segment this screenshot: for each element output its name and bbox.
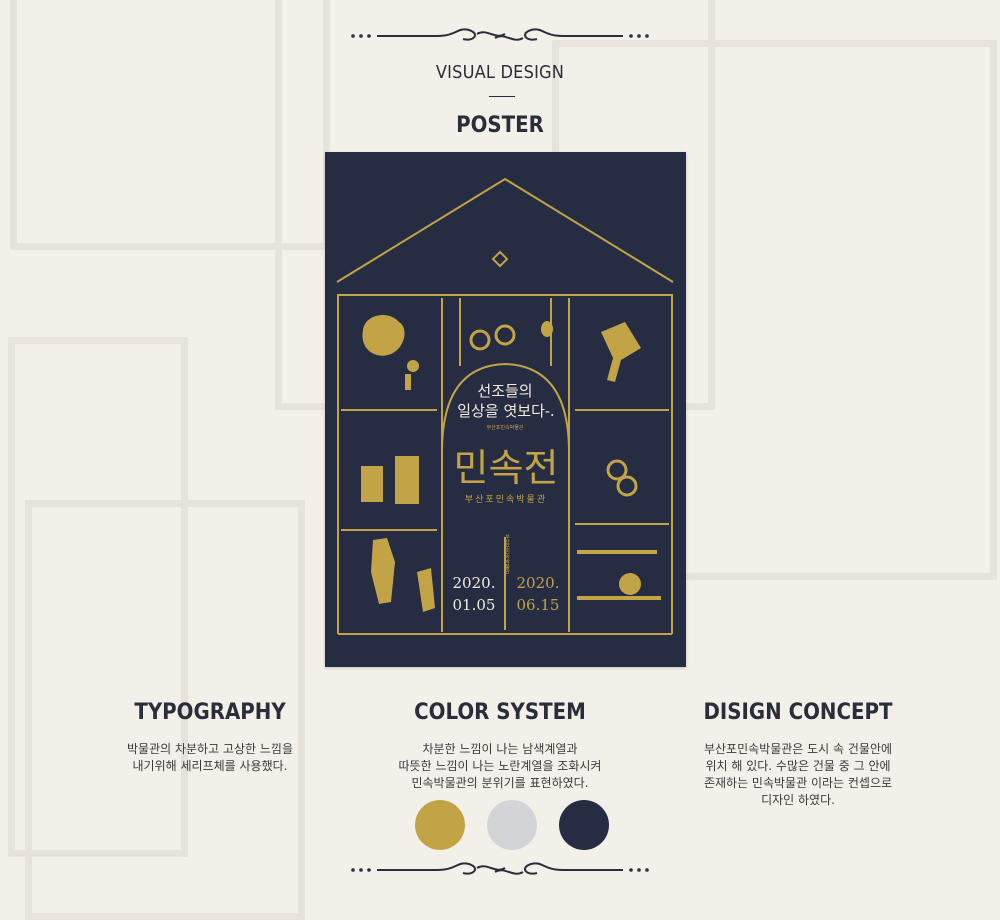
description-line: 내기위해 세리프체를 사용했다. xyxy=(132,759,288,773)
description-line: 차분한 느낌이 나는 남색계열과 xyxy=(422,742,578,756)
title-divider xyxy=(489,96,515,97)
poster-image: 선조들의 일상을 엿보다-. 부산포민속박물관 민속전 부산포민속박물관 부산포… xyxy=(325,152,686,667)
poster-graphic xyxy=(336,177,674,635)
description-line: 민속박물관의 분위기를 표현하였다. xyxy=(411,776,589,790)
poster-tagline-2: 일상을 엿보다-. xyxy=(457,402,555,420)
poster-end-year: 2020. xyxy=(516,574,560,592)
background-frame xyxy=(8,337,188,857)
concept-title: DISIGN CONCEPT xyxy=(703,700,893,725)
poster-main-title: 민속전 xyxy=(453,446,559,490)
poster-museum-name: 부산포민속박물관 xyxy=(464,495,548,505)
description-line: 디자인 하였다. xyxy=(761,793,835,807)
color-system-title: COLOR SYSTEM xyxy=(414,700,586,725)
poster-small-caption: 부산포민속박물관 xyxy=(486,425,524,431)
description-line: 박물관의 차분하고 고상한 느낌을 xyxy=(126,742,293,756)
swatch-gray xyxy=(487,800,537,850)
description-line: 부산포민속박물관은 도시 속 건물안에 xyxy=(703,742,893,756)
swatch-gold xyxy=(415,800,465,850)
poster-vertical-text: 부산포민속박물관 xyxy=(504,534,510,574)
description-line: 위치 해 있다. 수많은 건물 중 그 안에 xyxy=(705,759,891,773)
concept-section: DISIGN CONCEPT 부산포민속박물관은 도시 속 건물안에 위치 해 … xyxy=(668,700,928,809)
poster-end-date: 06.15 xyxy=(516,596,560,614)
concept-description: 부산포민속박물관은 도시 속 건물안에 위치 해 있다. 수많은 건물 중 그 … xyxy=(668,741,928,809)
swatch-navy xyxy=(559,800,609,850)
color-swatches xyxy=(415,800,609,850)
poster-start-year: 2020. xyxy=(452,574,496,592)
typography-title: TYPOGRAPHY xyxy=(134,700,286,725)
top-ornament xyxy=(0,24,1000,48)
background-frame xyxy=(10,0,330,250)
description-line: 존재하는 민속박물관 이라는 컨셉으로 xyxy=(703,776,893,790)
color-system-description: 차분한 느낌이 나는 남색계열과 따뜻한 느낌이 나는 노란계열을 조화시켜 민… xyxy=(370,741,630,792)
bottom-ornament xyxy=(0,858,1000,882)
color-system-section: COLOR SYSTEM 차분한 느낌이 나는 남색계열과 따뜻한 느낌이 나는… xyxy=(370,700,630,792)
poster-tagline-1: 선조들의 xyxy=(477,382,533,400)
poster-start-date: 01.05 xyxy=(452,596,496,614)
page-title: POSTER xyxy=(456,113,544,138)
typography-section: TYPOGRAPHY 박물관의 차분하고 고상한 느낌을 내기위해 세리프체를 … xyxy=(80,700,340,775)
section-label: VISUAL DESIGN xyxy=(435,62,565,83)
typography-description: 박물관의 차분하고 고상한 느낌을 내기위해 세리프체를 사용했다. xyxy=(80,741,340,775)
description-line: 따뜻한 느낌이 나는 노란계열을 조화시켜 xyxy=(398,759,602,773)
